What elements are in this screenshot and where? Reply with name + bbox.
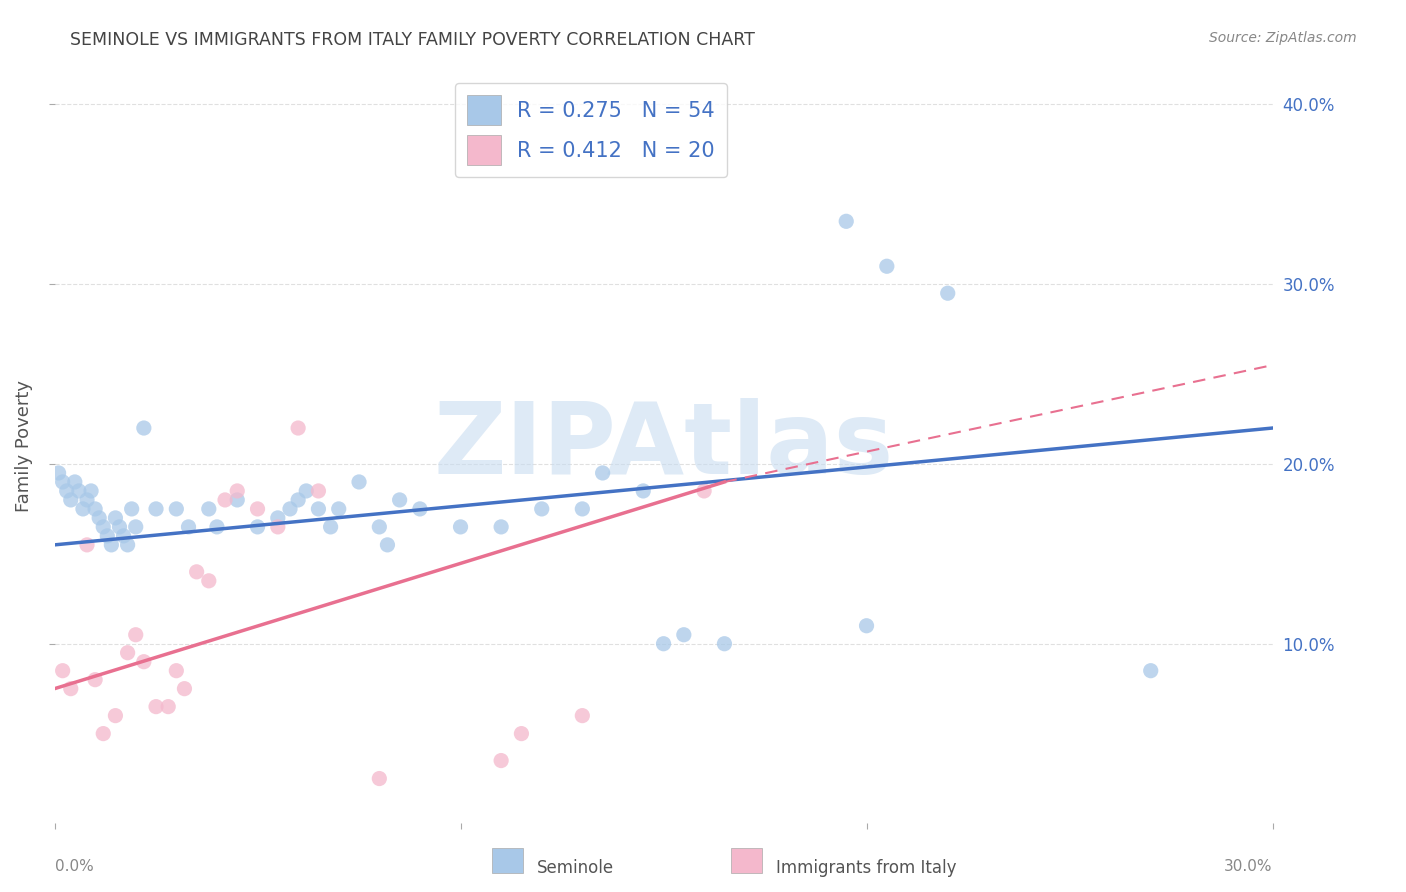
Text: Seminole: Seminole — [537, 859, 614, 877]
Point — [125, 520, 148, 534]
Point — [409, 502, 432, 516]
Point — [1139, 664, 1161, 678]
Text: SEMINOLE VS IMMIGRANTS FROM ITALY FAMILY POVERTY CORRELATION CHART: SEMINOLE VS IMMIGRANTS FROM ITALY FAMILY… — [70, 31, 755, 49]
Point — [489, 520, 512, 534]
Point — [226, 483, 249, 498]
Point — [489, 754, 512, 768]
Point — [214, 492, 236, 507]
Point — [652, 637, 675, 651]
Point — [145, 502, 167, 516]
Point — [59, 492, 82, 507]
Point — [377, 538, 399, 552]
Point — [713, 637, 735, 651]
Point — [117, 646, 139, 660]
Point — [157, 699, 180, 714]
Point — [672, 628, 695, 642]
Point — [631, 483, 654, 498]
Y-axis label: Family Poverty: Family Poverty — [15, 380, 32, 512]
Point — [198, 574, 221, 588]
Text: Immigrants from Italy: Immigrants from Italy — [776, 859, 956, 877]
Point — [76, 492, 98, 507]
Point — [165, 502, 187, 516]
Point — [936, 286, 959, 301]
Point — [693, 483, 716, 498]
Point — [100, 538, 122, 552]
Point — [368, 772, 391, 786]
Point — [530, 502, 553, 516]
Legend: R = 0.275   N = 54, R = 0.412   N = 20: R = 0.275 N = 54, R = 0.412 N = 20 — [454, 83, 727, 178]
Point — [112, 529, 135, 543]
Point — [63, 475, 86, 489]
Point — [835, 214, 858, 228]
Point — [592, 466, 614, 480]
Point — [91, 726, 114, 740]
Point — [177, 520, 200, 534]
Point — [205, 520, 228, 534]
Point — [368, 520, 391, 534]
Point — [307, 483, 329, 498]
Point — [67, 483, 90, 498]
Point — [267, 520, 290, 534]
Point — [121, 502, 143, 516]
Text: ZIPAtlas: ZIPAtlas — [433, 398, 894, 494]
Point — [108, 520, 131, 534]
Point — [278, 502, 301, 516]
Point — [104, 511, 127, 525]
Text: Source: ZipAtlas.com: Source: ZipAtlas.com — [1209, 31, 1357, 45]
Point — [173, 681, 195, 696]
Point — [59, 681, 82, 696]
Point — [328, 502, 350, 516]
Point — [72, 502, 94, 516]
Point — [388, 492, 411, 507]
Point — [96, 529, 118, 543]
Point — [125, 628, 148, 642]
Point — [132, 421, 155, 435]
Point — [307, 502, 329, 516]
Point — [246, 502, 269, 516]
Point — [450, 520, 472, 534]
Point — [571, 708, 593, 723]
Point — [132, 655, 155, 669]
Point — [319, 520, 342, 534]
Point — [510, 726, 533, 740]
Point — [89, 511, 111, 525]
Point — [117, 538, 139, 552]
Point — [186, 565, 208, 579]
Point — [855, 619, 877, 633]
Point — [91, 520, 114, 534]
Point — [145, 699, 167, 714]
Point — [876, 259, 898, 273]
Point — [287, 421, 309, 435]
Point — [48, 466, 70, 480]
Point — [52, 664, 75, 678]
Point — [287, 492, 309, 507]
Point — [52, 475, 75, 489]
Point — [84, 673, 107, 687]
Text: 0.0%: 0.0% — [55, 859, 93, 874]
Text: 30.0%: 30.0% — [1225, 859, 1272, 874]
Point — [165, 664, 187, 678]
Point — [295, 483, 318, 498]
Point — [84, 502, 107, 516]
Point — [198, 502, 221, 516]
Point — [347, 475, 370, 489]
Point — [55, 483, 77, 498]
Point — [267, 511, 290, 525]
Point — [226, 492, 249, 507]
Point — [246, 520, 269, 534]
Point — [80, 483, 103, 498]
Point — [104, 708, 127, 723]
Point — [571, 502, 593, 516]
Point — [76, 538, 98, 552]
